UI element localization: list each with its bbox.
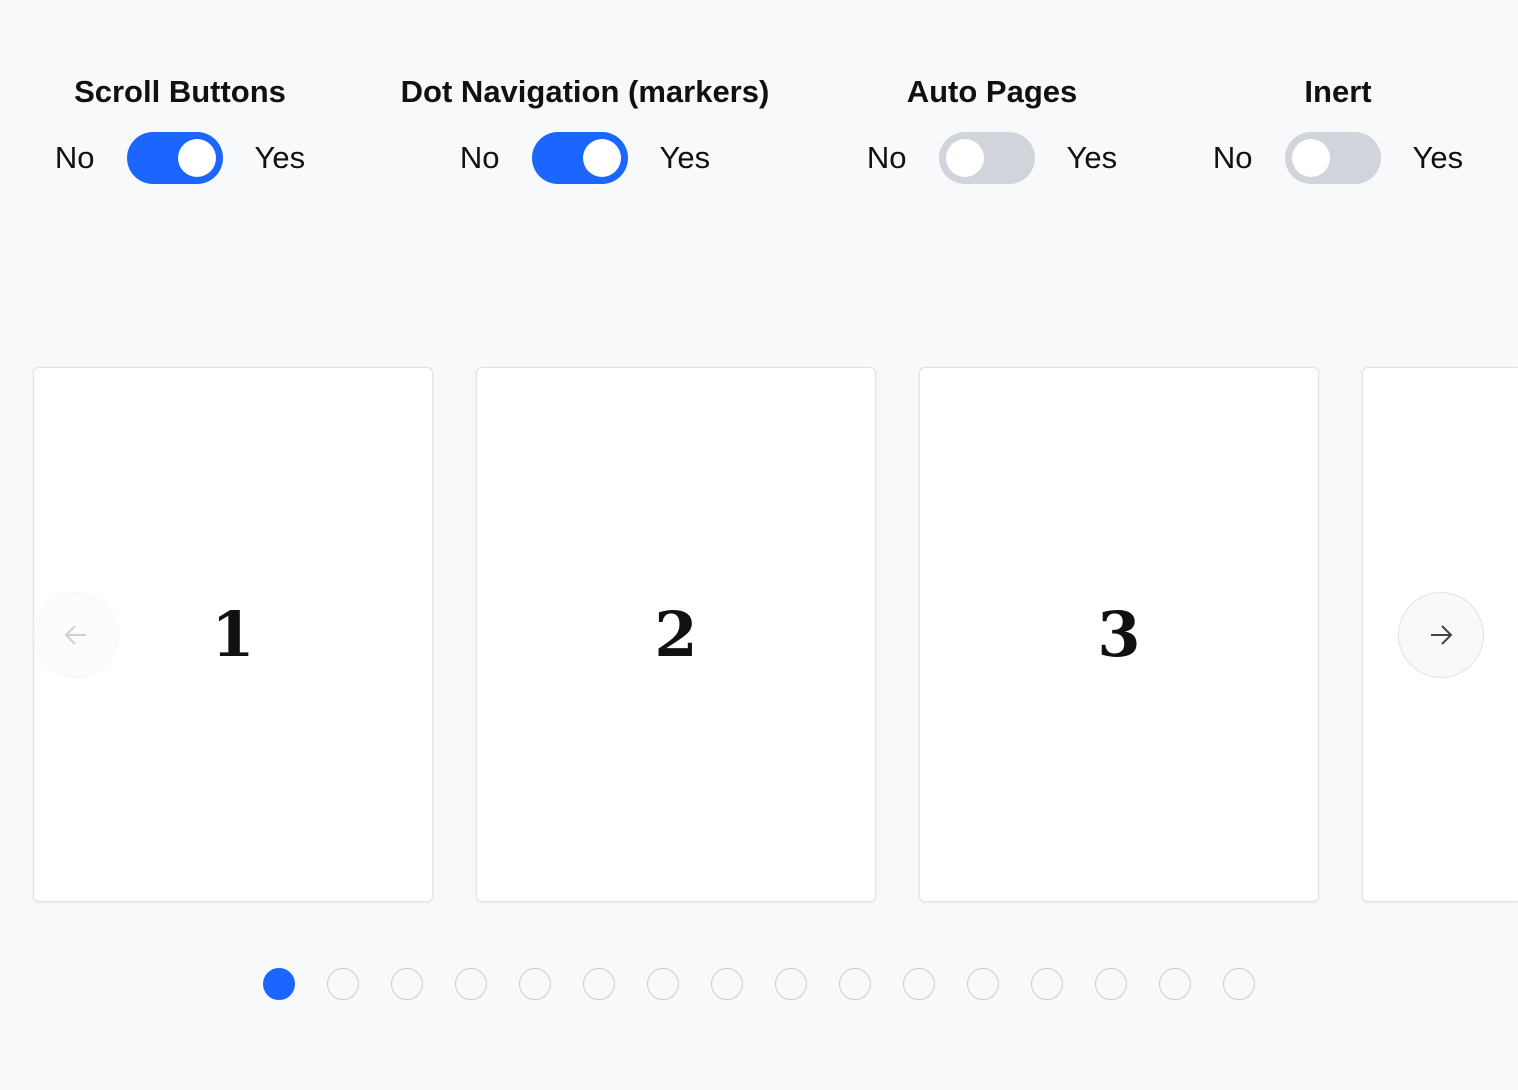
toggle-knob (1291, 139, 1330, 177)
scroll-next-button[interactable] (1398, 592, 1484, 678)
toggle-label: Scroll Buttons (74, 74, 286, 109)
toggle-off-label: No (866, 140, 907, 175)
dot-marker[interactable] (711, 968, 743, 1000)
toggle-off-label: No (1212, 140, 1253, 175)
dot-marker[interactable] (1159, 968, 1191, 1000)
toggle-on-label: Yes (1066, 140, 1118, 175)
toggle-knob (177, 139, 216, 177)
scroll-prev-button[interactable] (33, 592, 119, 678)
toggle-label: Inert (1304, 74, 1372, 109)
dot-marker[interactable] (455, 968, 487, 1000)
toggle-switch[interactable] (126, 132, 223, 184)
dot-marker[interactable] (839, 968, 871, 1000)
toggle-group: Inert No Yes (1188, 72, 1488, 184)
dot-marker[interactable] (1223, 968, 1255, 1000)
toggle-label: Auto Pages (906, 74, 1078, 109)
toggle-on-label: Yes (1412, 140, 1464, 175)
toggle-on-label: Yes (254, 140, 306, 175)
toggle-switch[interactable] (1284, 132, 1381, 184)
toggle-switch[interactable] (938, 132, 1035, 184)
toggle-on-label: Yes (659, 140, 711, 175)
dot-marker[interactable] (1031, 968, 1063, 1000)
arrow-right-icon (1431, 625, 1453, 645)
carousel-card: 2 (476, 367, 876, 902)
dot-marker[interactable] (903, 968, 935, 1000)
dot-marker[interactable] (327, 968, 359, 1000)
arrow-left-icon (64, 625, 86, 645)
toggle-group: Auto Pages No Yes (842, 72, 1142, 184)
toggle-knob (582, 139, 621, 177)
dot-marker[interactable] (967, 968, 999, 1000)
dot-marker[interactable] (519, 968, 551, 1000)
dot-marker[interactable] (263, 968, 295, 1000)
toggle-switch[interactable] (531, 132, 628, 184)
toggle-knob (945, 139, 984, 177)
dot-marker[interactable] (583, 968, 615, 1000)
dot-marker[interactable] (647, 968, 679, 1000)
dot-marker[interactable] (775, 968, 807, 1000)
carousel-card: 3 (919, 367, 1319, 902)
dot-marker[interactable] (1095, 968, 1127, 1000)
dot-marker[interactable] (391, 968, 423, 1000)
toggle-group: Dot Navigation (markers) No Yes (375, 72, 795, 184)
toggle-label: Dot Navigation (markers) (400, 74, 770, 109)
toggle-off-label: No (54, 140, 95, 175)
dot-navigation (263, 968, 1255, 1000)
toggle-off-label: No (459, 140, 500, 175)
toggle-group: Scroll Buttons No Yes (30, 72, 330, 184)
